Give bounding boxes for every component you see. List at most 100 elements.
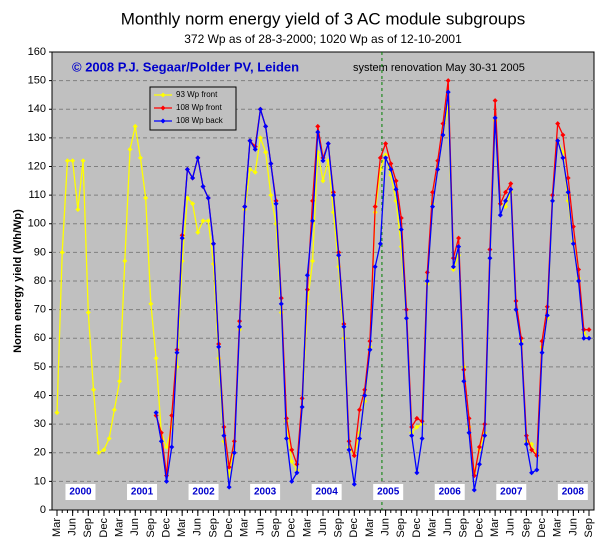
data-point	[158, 438, 164, 444]
data-point	[445, 89, 451, 95]
y-tick-label: 50	[34, 361, 46, 373]
data-point	[341, 324, 347, 330]
y-tick-label: 60	[34, 332, 46, 344]
data-point	[492, 98, 498, 104]
data-point	[64, 158, 70, 164]
data-point	[153, 410, 159, 416]
data-point	[403, 315, 409, 321]
data-point	[200, 184, 206, 190]
data-point	[75, 206, 81, 212]
data-point	[195, 229, 201, 235]
data-point	[549, 198, 555, 204]
year-label: 2000	[69, 487, 92, 498]
data-point	[80, 158, 86, 164]
data-point	[450, 267, 456, 273]
data-point	[257, 106, 263, 112]
data-point	[409, 433, 415, 439]
x-tick-label: Dec	[411, 518, 423, 538]
data-point	[237, 324, 243, 330]
data-point	[503, 198, 509, 204]
series-line	[155, 91, 589, 491]
chart-title: Monthly norm energy yield of 3 AC module…	[121, 9, 525, 28]
data-point	[508, 186, 514, 192]
series-line	[155, 80, 589, 476]
data-point	[497, 212, 503, 218]
year-label: 2001	[131, 487, 154, 498]
data-point	[304, 272, 310, 278]
data-point	[122, 258, 128, 264]
x-tick-label: Jun	[317, 518, 329, 536]
x-tick-label: Sep	[270, 518, 282, 538]
year-box	[188, 484, 219, 500]
year-label: 2006	[439, 487, 462, 498]
x-tick-label: Mar	[364, 518, 376, 537]
data-point	[383, 155, 389, 161]
x-tick-label: Jun	[379, 518, 391, 536]
data-point	[362, 393, 368, 398]
data-point	[383, 152, 389, 158]
data-point	[268, 192, 274, 198]
y-tick-label: 120	[28, 160, 46, 172]
data-point	[143, 195, 149, 201]
x-tick-label: Jun	[129, 518, 141, 536]
year-label: 2002	[192, 487, 215, 498]
plot-area	[51, 51, 595, 511]
data-point	[419, 435, 425, 441]
x-tick-label: Dec	[536, 518, 548, 538]
data-point	[377, 155, 383, 161]
y-tick-label: 20	[34, 447, 46, 459]
data-point	[184, 195, 190, 201]
y-tick-label: 100	[28, 218, 46, 230]
data-point	[570, 241, 576, 247]
x-tick-label: Mar	[489, 518, 501, 537]
chart-subtitle: 372 Wp as of 28-3-2000; 1020 Wp as of 12…	[184, 32, 462, 46]
data-point	[289, 458, 295, 464]
x-tick-label: Jun	[192, 518, 204, 536]
x-tick-label: Jun	[567, 518, 579, 536]
data-point	[320, 158, 326, 164]
data-point	[268, 161, 274, 167]
data-point	[278, 301, 284, 307]
data-point	[205, 218, 211, 224]
data-point	[273, 201, 279, 207]
data-point	[164, 478, 170, 484]
data-point	[377, 241, 383, 247]
x-tick-label: Mar	[51, 518, 63, 537]
data-point	[383, 141, 389, 147]
data-point	[148, 301, 154, 307]
y-tick-label: 110	[28, 189, 46, 201]
data-point	[289, 447, 295, 453]
y-axis-label: Norm energy yield (Wh/Wp)	[12, 209, 24, 353]
legend-marker	[160, 118, 166, 124]
y-tick-label: 10	[34, 475, 46, 487]
y-tick-label: 70	[34, 304, 46, 316]
year-label: 2008	[562, 487, 585, 498]
data-point	[372, 264, 378, 270]
data-point	[414, 470, 420, 476]
data-point	[351, 453, 357, 459]
data-point	[231, 450, 237, 456]
x-tick-label: Dec	[348, 518, 360, 538]
data-point	[430, 204, 436, 210]
data-point	[70, 158, 76, 164]
x-tick-label: Mar	[176, 518, 188, 537]
data-point	[216, 344, 222, 350]
data-point	[59, 249, 65, 255]
x-tick-label: Dec	[223, 518, 235, 538]
legend-label: 108 Wp front	[176, 103, 223, 112]
data-point	[513, 307, 519, 313]
y-tick-label: 80	[34, 275, 46, 287]
data-point	[508, 181, 514, 187]
data-point	[325, 141, 331, 147]
data-point	[96, 450, 102, 456]
x-tick-label: Dec	[286, 518, 298, 538]
data-point	[179, 235, 185, 241]
data-point	[576, 278, 582, 284]
data-point	[111, 407, 117, 413]
x-tick-label: Sep	[82, 518, 94, 538]
data-point	[503, 189, 509, 195]
data-point	[560, 132, 566, 138]
data-point	[581, 335, 587, 341]
data-point	[445, 78, 451, 84]
data-point	[476, 444, 482, 450]
